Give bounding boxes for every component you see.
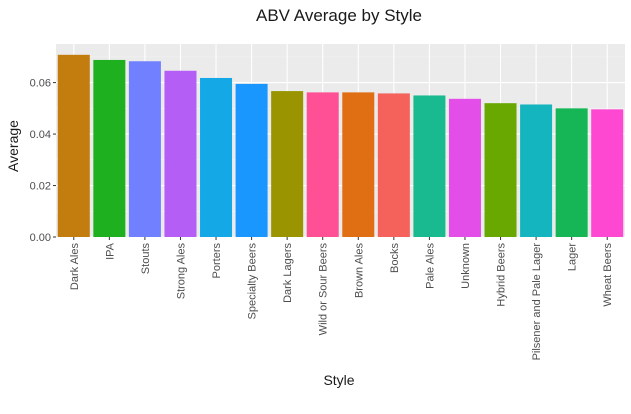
x-tick-label: Stouts	[140, 243, 152, 275]
y-tick-label: 0.04	[30, 129, 51, 141]
x-tick-label: Dark Ales	[69, 243, 81, 291]
y-tick-label: 0.06	[30, 78, 51, 90]
bar	[448, 98, 481, 237]
chart-title: ABV Average by Style	[256, 6, 422, 25]
x-tick-label: Specialty Beers	[247, 243, 259, 320]
bar	[377, 93, 410, 238]
bars	[57, 54, 624, 238]
bar	[342, 92, 375, 238]
x-tick-label: Bocks	[389, 243, 401, 273]
x-tick-label: Brown Ales	[353, 243, 365, 299]
x-tick-label: Unknown	[460, 243, 472, 289]
bar	[271, 91, 304, 237]
bar	[413, 95, 446, 237]
x-tick-label: Pilsener and Pale Lager	[531, 243, 543, 361]
bar	[306, 92, 339, 238]
x-tick-label: Hybrid Beers	[496, 243, 508, 307]
x-tick-label: Porters	[211, 243, 223, 279]
bar	[235, 83, 268, 238]
bar	[520, 104, 553, 238]
bar	[484, 103, 517, 237]
y-axis-title: Average	[5, 120, 21, 172]
x-tick-label: Strong Ales	[175, 243, 187, 300]
x-axis-title: Style	[323, 372, 354, 388]
x-tick-label: Wild or Sour Beers	[318, 243, 330, 336]
y-tick-label: 0.00	[30, 232, 51, 244]
bar	[164, 70, 197, 237]
x-tick-label: Lager	[567, 243, 579, 271]
x-axis: Dark Ales IPA Stouts Strong Ales Porters Spec…	[69, 237, 614, 360]
bar	[57, 54, 90, 237]
bar	[555, 108, 588, 237]
x-tick-label: IPA	[104, 242, 116, 260]
bar	[591, 109, 624, 237]
y-tick-label: 0.02	[30, 181, 51, 193]
x-tick-label: Wheat Beers	[602, 243, 614, 307]
bar	[128, 61, 161, 237]
y-axis: 0.00 0.02 0.04 0.06	[30, 78, 56, 244]
bar	[200, 77, 233, 237]
x-tick-label: Pale Ales	[424, 243, 436, 289]
bar	[93, 59, 126, 237]
x-tick-label: Dark Lagers	[282, 243, 294, 303]
